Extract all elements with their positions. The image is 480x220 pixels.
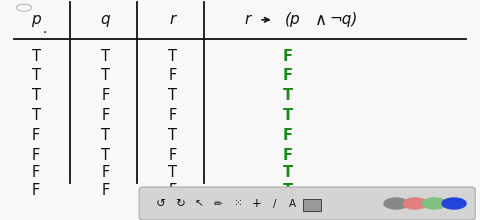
Text: T: T	[283, 183, 293, 198]
Text: T: T	[168, 165, 177, 180]
Text: /: /	[273, 198, 277, 209]
Text: ↻: ↻	[175, 197, 185, 210]
Text: F: F	[101, 165, 110, 180]
Text: p: p	[31, 12, 41, 27]
Text: T: T	[101, 49, 110, 64]
Text: T: T	[168, 88, 177, 103]
Text: .: .	[42, 22, 47, 36]
Circle shape	[403, 198, 427, 209]
Text: F: F	[32, 148, 40, 163]
Text: ↺: ↺	[156, 197, 166, 210]
Text: +: +	[252, 197, 262, 210]
Text: F: F	[32, 128, 40, 143]
Text: T: T	[32, 108, 40, 123]
Text: F: F	[283, 148, 293, 163]
Text: F: F	[32, 165, 40, 180]
Text: (p: (p	[285, 12, 300, 27]
FancyBboxPatch shape	[303, 199, 321, 211]
Text: ∧: ∧	[314, 11, 327, 29]
Text: q: q	[101, 12, 110, 27]
Text: T: T	[32, 68, 40, 83]
Text: F: F	[32, 183, 40, 198]
Text: T: T	[283, 165, 293, 180]
Circle shape	[442, 198, 466, 209]
Text: T: T	[101, 128, 110, 143]
Text: r: r	[244, 12, 251, 27]
Text: F: F	[283, 49, 293, 64]
Text: r: r	[169, 12, 176, 27]
Text: T: T	[32, 88, 40, 103]
FancyBboxPatch shape	[139, 187, 475, 220]
Text: T: T	[283, 88, 293, 103]
Text: F: F	[101, 88, 110, 103]
Text: ✏: ✏	[214, 198, 223, 209]
Text: ⁙: ⁙	[233, 198, 242, 209]
Text: F: F	[168, 148, 177, 163]
Text: T: T	[101, 68, 110, 83]
Text: T: T	[283, 108, 293, 123]
Text: F: F	[101, 183, 110, 198]
Text: F: F	[283, 68, 293, 83]
Text: F: F	[168, 183, 177, 198]
Text: T: T	[168, 49, 177, 64]
Circle shape	[384, 198, 408, 209]
Text: T: T	[168, 128, 177, 143]
Text: F: F	[168, 68, 177, 83]
Text: F: F	[283, 128, 293, 143]
Text: A: A	[289, 198, 296, 209]
Text: ↖: ↖	[195, 198, 204, 209]
Text: F: F	[168, 108, 177, 123]
Text: T: T	[101, 148, 110, 163]
Text: F: F	[101, 108, 110, 123]
Text: T: T	[32, 49, 40, 64]
Circle shape	[422, 198, 446, 209]
Text: ¬q): ¬q)	[329, 12, 358, 27]
